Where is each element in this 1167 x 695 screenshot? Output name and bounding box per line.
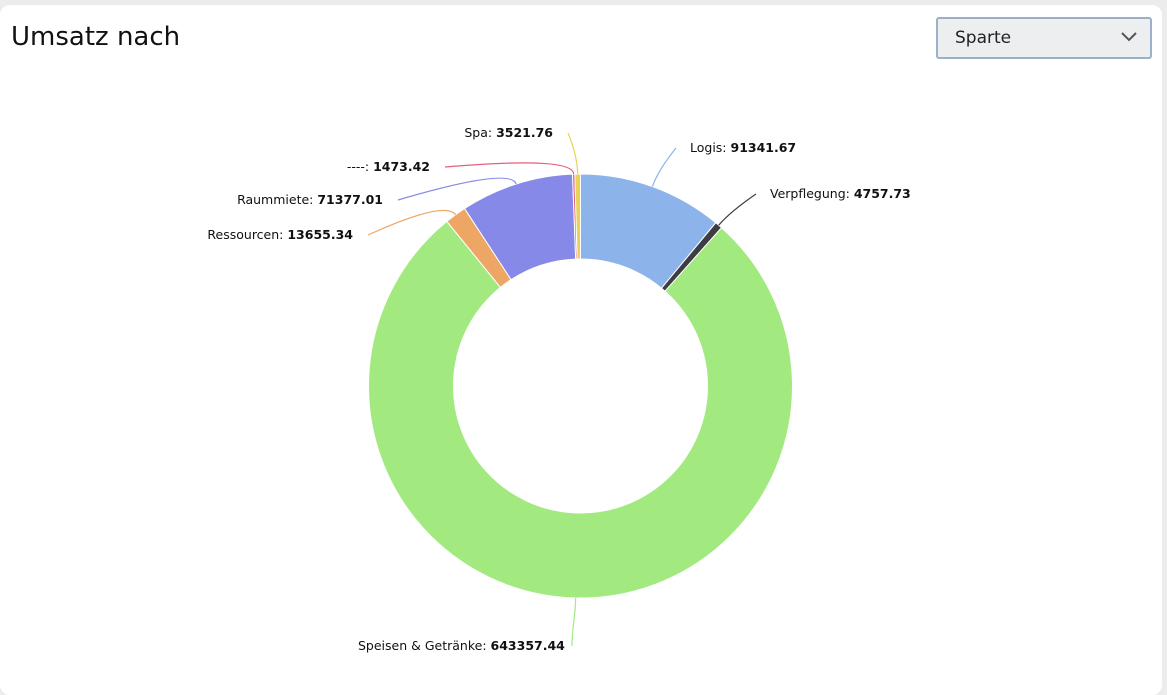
slice-label: Speisen & Getränke: 643357.44: [358, 638, 565, 653]
label-connector: [367, 209, 457, 236]
label-connector: [397, 177, 517, 201]
label-connector: [571, 597, 577, 647]
label-connector: [651, 147, 677, 187]
slice-label: Raummiete: 71377.01: [237, 192, 383, 207]
donut-slice[interactable]: [368, 220, 793, 599]
group-by-select-value: Sparte: [955, 28, 1012, 48]
slice-label: Spa: 3521.76: [464, 125, 553, 140]
page-title: Umsatz nach: [11, 22, 181, 52]
slice-label: Ressourcen: 13655.34: [207, 227, 353, 242]
label-connector: [567, 132, 579, 175]
slice-label: Verpflegung: 4757.73: [770, 186, 911, 201]
slice-label: Logis: 91341.67: [690, 140, 796, 155]
slice-label: ----: 1473.42: [347, 159, 430, 174]
donut-slice[interactable]: [574, 173, 581, 260]
group-by-select[interactable]: Sparte: [936, 17, 1152, 59]
label-connector: [444, 162, 575, 175]
chevron-down-icon: [1121, 32, 1137, 42]
label-connector: [718, 193, 757, 226]
